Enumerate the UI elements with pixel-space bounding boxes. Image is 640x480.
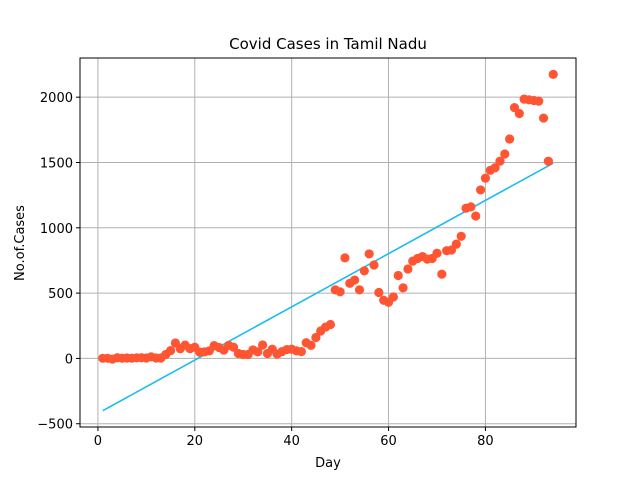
data-point [296,347,306,357]
data-point [471,211,481,221]
data-point [350,275,360,285]
data-point [475,185,486,195]
y-axis-ticks: −500 0 500 1000 1500 2000 [37,91,80,433]
data-point [437,269,447,279]
data-point [538,113,549,123]
trend-line-layer [102,162,554,412]
x-tick-label: 20 [187,434,204,449]
data-point [480,173,491,183]
data-point [311,332,321,343]
data-point [325,319,336,330]
data-point [505,134,515,144]
y-tick-label: 2000 [40,91,73,106]
data-point [359,266,369,276]
data-point [364,249,374,259]
data-point [548,69,558,79]
data-point [165,345,176,356]
data-point [403,264,413,274]
data-point [456,231,466,241]
data-point [514,108,524,119]
y-tick-label: 500 [48,287,73,302]
axes-frame [79,57,577,428]
fit-line [102,162,554,412]
data-point [335,287,345,297]
data-point [374,287,384,298]
x-tick-label: 0 [94,434,102,449]
x-axis-label: Day [315,456,341,471]
data-point [495,156,505,166]
data-point [432,248,442,258]
data-points [98,69,558,364]
y-axis-label: No.of.Cases [13,205,28,281]
data-point [451,239,461,249]
data-point [253,347,263,357]
y-tick-label: 1000 [40,222,73,237]
data-point [369,260,379,270]
data-point [490,163,500,173]
data-point [258,340,268,350]
x-tick-label: 80 [477,434,494,449]
x-tick-label: 40 [283,434,300,449]
data-point [500,149,510,159]
data-point [398,283,408,293]
data-point [543,156,553,166]
data-point [393,270,403,281]
y-tick-label: 1500 [40,156,73,171]
data-point [466,202,476,212]
x-axis-ticks: 0 20 40 60 80 [94,427,494,449]
data-point [354,285,365,295]
data-point [534,96,544,106]
data-point [388,292,398,302]
y-tick-label: 0 [65,352,73,367]
y-tick-label: −500 [37,418,73,433]
chart-title: Covid Cases in Tamil Nadu [229,35,427,53]
data-point [306,340,316,350]
data-point [340,253,350,263]
grid [80,58,576,427]
x-tick-label: 60 [380,434,397,449]
data-point [228,342,239,352]
